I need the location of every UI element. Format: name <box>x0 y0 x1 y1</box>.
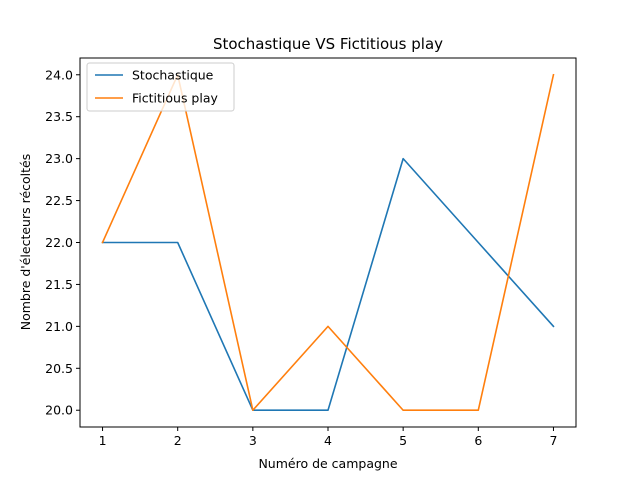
y-tick-label: 20.0 <box>45 403 73 418</box>
x-tick-label: 1 <box>99 433 107 448</box>
x-tick-label: 7 <box>549 433 557 448</box>
x-tick-label: 3 <box>249 433 257 448</box>
legend-box <box>86 62 235 112</box>
y-tick-label: 22.5 <box>45 193 73 208</box>
legend: Stochastique Fictitious play <box>86 62 235 112</box>
x-tick-label: 4 <box>324 433 332 448</box>
x-tick-label: 2 <box>174 433 182 448</box>
legend-entry: Fictitious play <box>132 91 218 106</box>
series-line-stochastique <box>101 157 555 412</box>
y-tick-label: 22.0 <box>45 235 73 250</box>
y-axis: 20.0 20.5 21.0 21.5 22.0 22.5 23.0 23.5 24.0 <box>45 67 80 418</box>
y-tick-label: 23.0 <box>45 151 73 166</box>
y-tick-label: 23.5 <box>45 109 73 124</box>
x-tick-label: 6 <box>474 433 482 448</box>
x-axis: 1 2 3 4 5 6 7 <box>99 427 557 448</box>
plot-frame <box>79 57 577 428</box>
y-tick-label: 20.5 <box>45 361 73 376</box>
x-tick-label: 5 <box>399 433 407 448</box>
legend-entry: Stochastique <box>132 68 214 83</box>
y-tick-label: 21.0 <box>45 319 73 334</box>
y-tick-label: 21.5 <box>45 277 73 292</box>
plot-area <box>101 73 555 412</box>
y-tick-label: 24.0 <box>45 67 73 82</box>
chart-title: Stochastique VS Fictitious play <box>213 35 443 53</box>
x-axis-label: Numéro de campagne <box>258 456 397 471</box>
y-axis-label: Nombre d'électeurs récoltés <box>18 154 33 331</box>
